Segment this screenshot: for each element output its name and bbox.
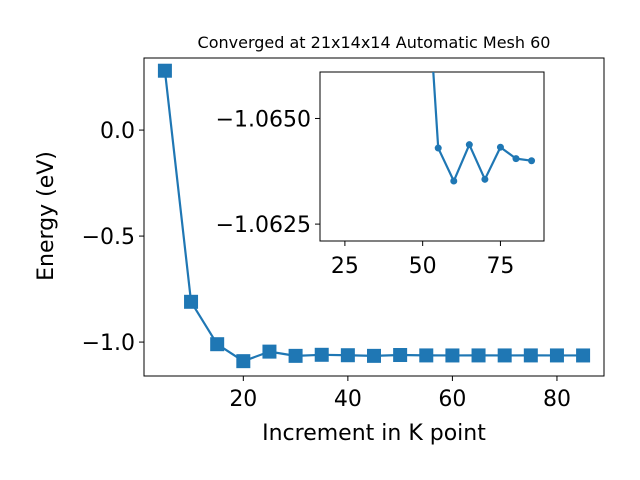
inset-plot: 25 50 75 −1.0650 −1.0625	[216, 71, 545, 279]
chart-title: Converged at 21x14x14 Automatic Mesh 60	[198, 33, 551, 52]
main-data-point	[576, 348, 591, 363]
inset-y-tick-label: −1.0625	[216, 213, 311, 238]
main-data-point	[523, 348, 538, 363]
main-data-point	[314, 347, 329, 362]
inset-data-point	[496, 143, 504, 151]
main-x-tick-label: 20	[229, 387, 257, 412]
main-data-point	[367, 348, 381, 363]
inset-data-point	[512, 155, 520, 163]
y-axis-label: Energy (eV)	[34, 151, 59, 281]
main-y-tick-label: −0.5	[82, 225, 135, 250]
inset-data-point	[481, 175, 489, 183]
inset-data-point	[434, 144, 442, 152]
main-data-point	[340, 348, 355, 363]
main-data-point	[210, 337, 225, 352]
inset-data-point	[465, 141, 473, 149]
main-data-point	[549, 348, 564, 363]
main-y-tick-label: 0.0	[100, 119, 135, 144]
main-data-point	[288, 348, 303, 363]
inset-data-point	[528, 157, 536, 165]
main-data-point	[419, 348, 434, 363]
main-x-tick-label: 80	[543, 387, 571, 412]
main-x-tick-label: 40	[334, 387, 362, 412]
inset-x-tick-label: 50	[409, 254, 437, 279]
inset-x-tick-label: 75	[486, 254, 514, 279]
inset-axes-frame	[319, 71, 545, 242]
main-data-point	[445, 348, 460, 363]
inset-data-point	[450, 177, 458, 185]
main-data-point	[393, 348, 408, 363]
main-data-point	[157, 63, 172, 78]
main-data-point	[471, 348, 486, 363]
x-axis-label: Increment in K point	[262, 421, 486, 446]
inset-y-tick-label: −1.0650	[216, 107, 311, 132]
main-data-point	[184, 294, 199, 309]
main-data-point	[236, 354, 251, 369]
main-y-tick-label: −1.0	[82, 331, 135, 356]
main-x-tick-label: 60	[438, 387, 466, 412]
inset-x-tick-label: 25	[331, 254, 359, 279]
main-data-point	[497, 348, 512, 363]
main-data-point	[262, 344, 277, 359]
